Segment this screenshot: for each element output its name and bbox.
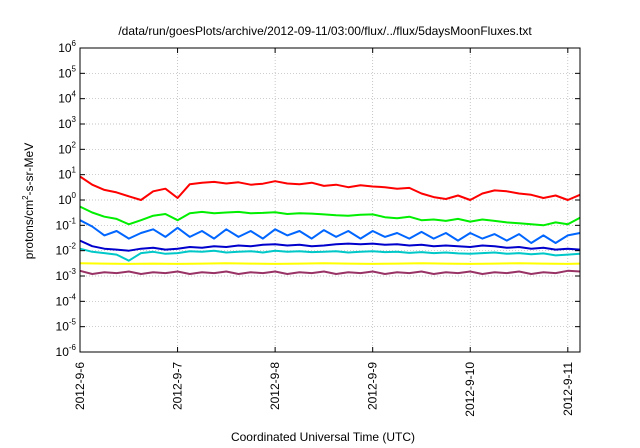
y-tick-exponent: -1: [69, 216, 77, 225]
y-tick-exponent: 4: [72, 90, 77, 99]
y-tick-exponent: -3: [69, 267, 77, 276]
x-axis-label: Coordinated Universal Time (UTC): [231, 430, 415, 444]
series-line-3: [79, 219, 581, 244]
y-tick-base: 10: [58, 66, 72, 80]
series-line-4: [79, 239, 581, 252]
y-tick-label: 10-4: [56, 292, 77, 308]
x-axis: 2012-9-6 2012-9-7 2012-9-8 2012-9-9 2012-9-1…: [73, 48, 575, 417]
y-axis-label-suffix: -s-sr-MeV: [22, 143, 36, 196]
y-tick-label: 10-5: [56, 318, 77, 334]
y-axis: 10-610-510-410-310-210-11001011021031041…: [56, 39, 580, 359]
series-line-6: [79, 262, 581, 265]
y-tick-exponent: 2: [72, 140, 77, 149]
y-axis-label-sup: 2: [21, 195, 30, 200]
y-tick-label: 100: [58, 191, 76, 207]
y-tick-base: 10: [58, 193, 72, 207]
x-tick-label: 2012-9-11: [561, 362, 575, 416]
y-axis-label-prefix: protons/cm: [22, 200, 36, 259]
y-tick-exponent: -2: [69, 242, 77, 251]
y-tick-exponent: 5: [72, 64, 77, 73]
grid: [80, 48, 580, 352]
y-tick-base: 10: [58, 92, 72, 106]
y-tick-label: 101: [58, 166, 76, 182]
y-tick-label: 10-6: [56, 343, 77, 359]
series-line-2: [79, 205, 581, 227]
y-tick-base: 10: [58, 41, 72, 55]
x-tick-label: 2012-9-10: [463, 362, 477, 417]
y-tick-base: 10: [56, 218, 70, 232]
series-line-5: [79, 247, 581, 262]
series-line-1: [79, 175, 581, 201]
series-group: [79, 175, 581, 275]
y-tick-base: 10: [56, 294, 70, 308]
y-tick-label: 106: [58, 39, 76, 55]
y-tick-label: 104: [58, 90, 76, 106]
y-tick-exponent: 6: [72, 39, 77, 48]
y-tick-base: 10: [58, 142, 72, 156]
y-tick-exponent: -4: [69, 292, 77, 301]
x-tick-label: 2012-9-9: [366, 362, 380, 410]
y-tick-label: 103: [58, 115, 76, 131]
y-tick-exponent: 3: [72, 115, 77, 124]
y-tick-base: 10: [56, 244, 70, 258]
y-tick-label: 10-1: [56, 216, 77, 232]
y-tick-base: 10: [56, 345, 70, 359]
y-tick-base: 10: [56, 320, 70, 334]
y-tick-base: 10: [56, 269, 70, 283]
y-tick-exponent: -5: [69, 318, 77, 327]
x-tick-label: 2012-9-6: [73, 362, 87, 410]
y-tick-exponent: -6: [69, 343, 77, 352]
y-tick-label: 10-3: [56, 267, 77, 283]
y-tick-label: 10-2: [56, 242, 77, 258]
y-tick-label: 105: [58, 64, 76, 80]
y-tick-exponent: 1: [72, 166, 77, 175]
y-axis-label: protons/cm2-s-sr-MeV: [21, 143, 36, 259]
chart-title: /data/run/goesPlots/archive/2012-09-11/0…: [118, 24, 532, 38]
x-tick-label: 2012-9-7: [171, 362, 185, 410]
y-tick-base: 10: [58, 168, 72, 182]
x-tick-label: 2012-9-8: [268, 362, 282, 410]
y-tick-exponent: 0: [72, 191, 77, 200]
y-tick-base: 10: [58, 117, 72, 131]
series-line-7: [79, 269, 581, 275]
y-tick-label: 102: [58, 140, 76, 156]
